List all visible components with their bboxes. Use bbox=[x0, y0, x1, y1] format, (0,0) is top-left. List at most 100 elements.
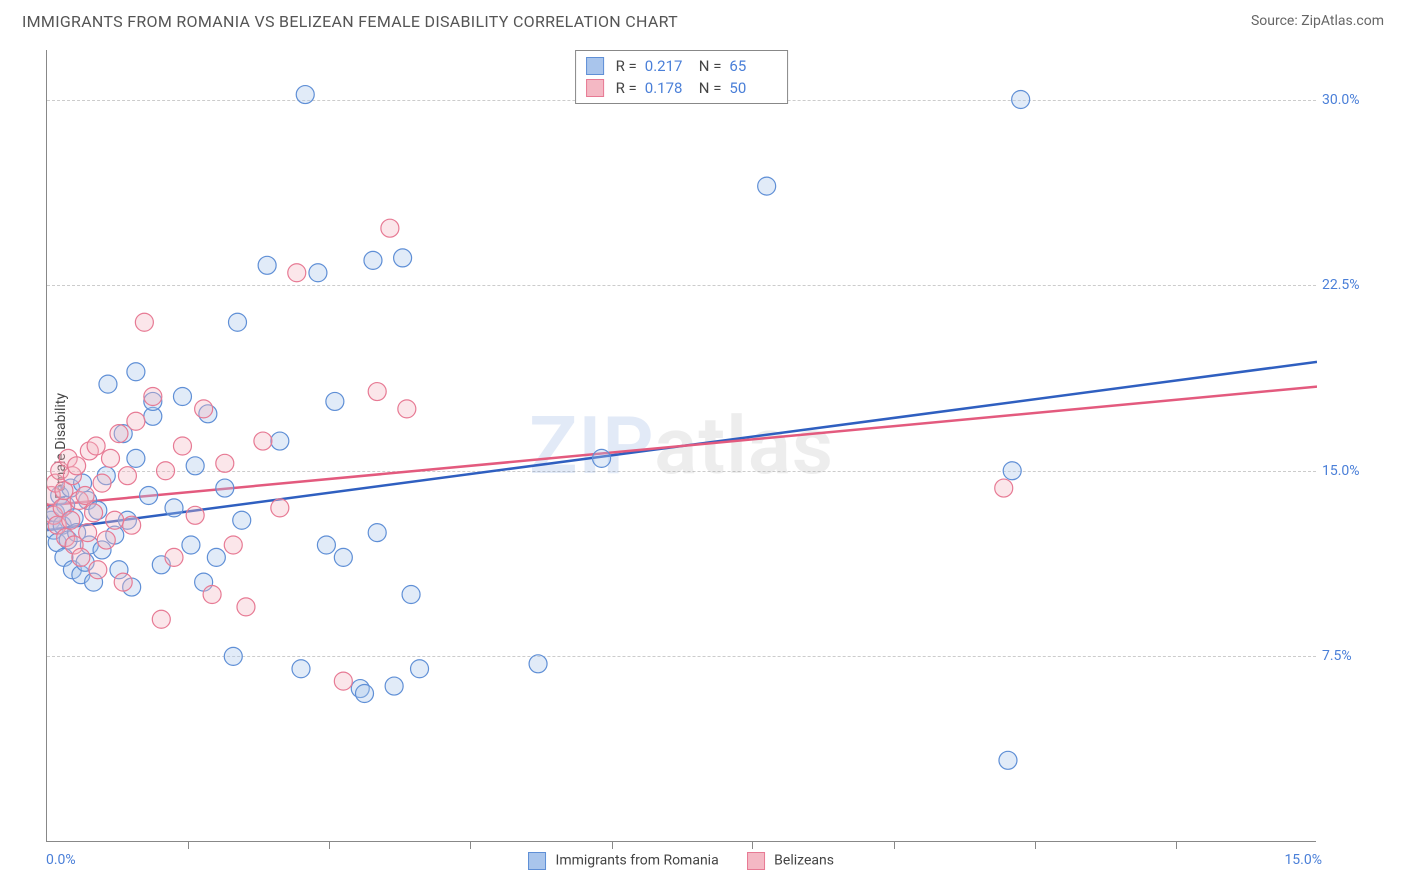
legend-row-belizeans: R = 0.178 N = 50 bbox=[586, 77, 778, 99]
y-tick-label: 15.0% bbox=[1322, 463, 1378, 479]
data-point-belizeans bbox=[76, 487, 94, 505]
data-point-romania bbox=[207, 548, 225, 566]
data-point-belizeans bbox=[87, 437, 105, 455]
data-point-belizeans bbox=[165, 548, 183, 566]
data-point-romania bbox=[309, 264, 327, 282]
data-point-belizeans bbox=[106, 511, 124, 529]
data-point-belizeans bbox=[97, 531, 115, 549]
data-point-romania bbox=[271, 432, 289, 450]
data-point-belizeans bbox=[72, 548, 90, 566]
x-axis-min-label: 0.0% bbox=[46, 852, 76, 868]
legend-item-belizeans: Belizeans bbox=[747, 852, 834, 870]
data-point-belizeans bbox=[118, 467, 136, 485]
data-point-belizeans bbox=[89, 561, 107, 579]
data-point-romania bbox=[334, 548, 352, 566]
x-tick bbox=[1176, 841, 1177, 849]
data-point-romania bbox=[394, 249, 412, 267]
data-point-belizeans bbox=[144, 388, 162, 406]
legend-swatch-belizeans-icon bbox=[586, 79, 604, 97]
data-point-romania bbox=[368, 524, 386, 542]
data-point-belizeans bbox=[157, 462, 175, 480]
data-point-belizeans bbox=[85, 504, 103, 522]
data-point-belizeans bbox=[288, 264, 306, 282]
data-point-romania bbox=[1003, 462, 1021, 480]
romania-n-value: 65 bbox=[729, 57, 777, 75]
x-tick bbox=[612, 841, 613, 849]
data-point-romania bbox=[317, 536, 335, 554]
data-point-belizeans bbox=[79, 524, 97, 542]
data-point-belizeans bbox=[203, 586, 221, 604]
data-point-romania bbox=[411, 660, 429, 678]
data-point-romania bbox=[127, 449, 145, 467]
legend-label-belizeans: Belizeans bbox=[774, 853, 834, 869]
data-point-romania bbox=[258, 256, 276, 274]
x-tick bbox=[188, 841, 189, 849]
data-point-belizeans bbox=[127, 412, 145, 430]
n-label: N = bbox=[699, 57, 722, 75]
legend-swatch-belizeans-icon bbox=[747, 852, 765, 870]
data-point-romania bbox=[292, 660, 310, 678]
belizeans-r-value: 0.178 bbox=[645, 79, 693, 97]
legend-swatch-romania-icon bbox=[528, 852, 546, 870]
r-label: R = bbox=[616, 79, 637, 97]
series-legend: Immigrants from Romania Belizeans bbox=[528, 852, 834, 870]
x-tick bbox=[329, 841, 330, 849]
legend-label-romania: Immigrants from Romania bbox=[556, 853, 719, 869]
x-tick bbox=[470, 841, 471, 849]
header-bar: IMMIGRANTS FROM ROMANIA VS BELIZEAN FEMA… bbox=[0, 0, 1406, 42]
r-label: R = bbox=[616, 57, 637, 75]
data-point-romania bbox=[402, 586, 420, 604]
legend-item-romania: Immigrants from Romania bbox=[528, 852, 719, 870]
data-point-belizeans bbox=[381, 219, 399, 237]
data-point-romania bbox=[593, 449, 611, 467]
data-point-belizeans bbox=[152, 610, 170, 628]
data-point-romania bbox=[140, 487, 158, 505]
y-tick-label: 22.5% bbox=[1322, 277, 1378, 293]
data-point-belizeans bbox=[334, 672, 352, 690]
y-tick-label: 7.5% bbox=[1322, 648, 1378, 664]
x-axis-max-label: 15.0% bbox=[1284, 852, 1322, 868]
x-tick bbox=[752, 841, 753, 849]
data-point-romania bbox=[229, 313, 247, 331]
y-tick-label: 30.0% bbox=[1322, 92, 1378, 108]
data-point-romania bbox=[999, 751, 1017, 769]
data-point-belizeans bbox=[237, 598, 255, 616]
data-point-belizeans bbox=[195, 400, 213, 418]
trend-line-belizeans bbox=[47, 387, 1317, 506]
legend-row-romania: R = 0.217 N = 65 bbox=[586, 55, 778, 77]
data-point-belizeans bbox=[93, 474, 111, 492]
data-point-belizeans bbox=[368, 383, 386, 401]
data-point-belizeans bbox=[173, 437, 191, 455]
data-point-belizeans bbox=[135, 313, 153, 331]
data-point-romania bbox=[326, 392, 344, 410]
legend-swatch-romania-icon bbox=[586, 57, 604, 75]
data-point-romania bbox=[364, 251, 382, 269]
data-point-romania bbox=[356, 685, 374, 703]
data-point-belizeans bbox=[62, 511, 80, 529]
data-point-romania bbox=[186, 457, 204, 475]
data-point-belizeans bbox=[110, 425, 128, 443]
data-point-romania bbox=[99, 375, 117, 393]
x-tick bbox=[1035, 841, 1036, 849]
data-point-belizeans bbox=[68, 457, 86, 475]
data-point-belizeans bbox=[102, 449, 120, 467]
x-tick bbox=[894, 841, 895, 849]
data-point-romania bbox=[224, 647, 242, 665]
data-point-belizeans bbox=[114, 573, 132, 591]
data-point-romania bbox=[173, 388, 191, 406]
correlation-legend-box: R = 0.217 N = 65 R = 0.178 N = 50 bbox=[575, 50, 789, 104]
data-point-belizeans bbox=[995, 479, 1013, 497]
source-label: Source: bbox=[1251, 13, 1301, 29]
source-attribution: Source: ZipAtlas.com bbox=[1251, 13, 1384, 29]
data-point-belizeans bbox=[123, 516, 141, 534]
data-point-belizeans bbox=[271, 499, 289, 517]
plot-wrap: Female Disability R = 0.217 N = 65 R = 0… bbox=[46, 50, 1384, 842]
data-point-romania bbox=[1012, 91, 1030, 109]
romania-r-value: 0.217 bbox=[645, 57, 693, 75]
data-point-romania bbox=[165, 499, 183, 517]
data-point-romania bbox=[758, 177, 776, 195]
n-label: N = bbox=[699, 79, 722, 97]
scatter-plot-svg bbox=[47, 50, 1317, 842]
data-point-romania bbox=[127, 363, 145, 381]
data-point-romania bbox=[216, 479, 234, 497]
